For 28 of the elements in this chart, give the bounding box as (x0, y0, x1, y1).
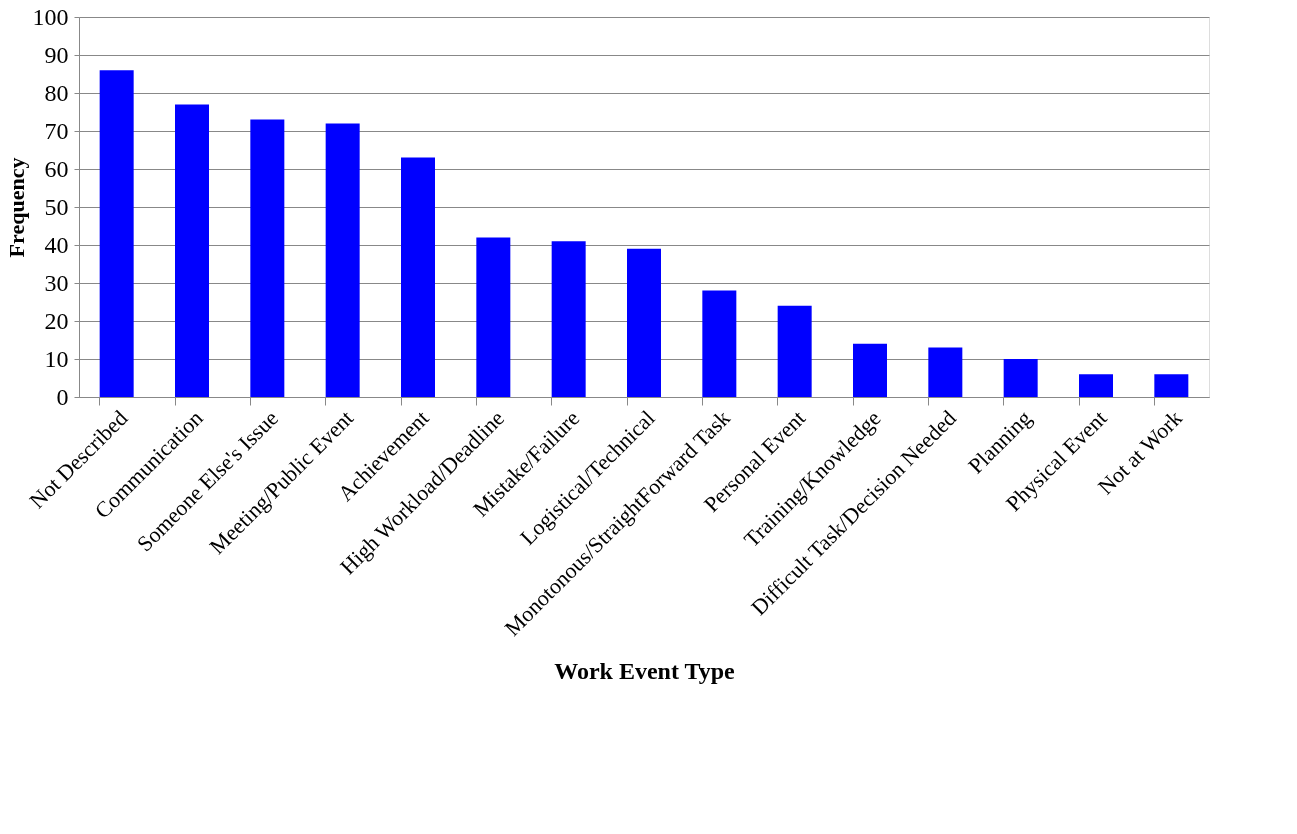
bar (250, 119, 285, 397)
bar (702, 290, 737, 397)
bar (175, 104, 209, 397)
bar (551, 241, 586, 397)
bar (1079, 374, 1113, 397)
bar (928, 347, 963, 397)
bar (1154, 374, 1189, 397)
y-axis-title: Frequency (3, 157, 29, 258)
bar (476, 237, 511, 397)
y-tick-label: 50 (44, 193, 69, 220)
y-tick-label: 0 (56, 383, 69, 410)
y-tick-label: 60 (44, 155, 69, 182)
y-tick-label: 20 (44, 307, 69, 334)
bar (401, 157, 435, 397)
y-tick-label: 10 (44, 345, 69, 372)
y-tick-label: 80 (44, 79, 69, 106)
y-tick-label: 40 (44, 231, 69, 258)
y-tick-label: 100 (32, 3, 69, 30)
y-tick-label: 70 (44, 117, 69, 144)
bar (325, 123, 360, 397)
bar (853, 343, 887, 397)
bar (777, 305, 812, 397)
y-tick-label: 90 (44, 41, 69, 68)
bar (1003, 359, 1038, 397)
y-tick-label: 30 (44, 269, 69, 296)
bar (627, 248, 661, 397)
x-axis-title: Work Event Type (554, 657, 736, 684)
bar (99, 70, 134, 397)
